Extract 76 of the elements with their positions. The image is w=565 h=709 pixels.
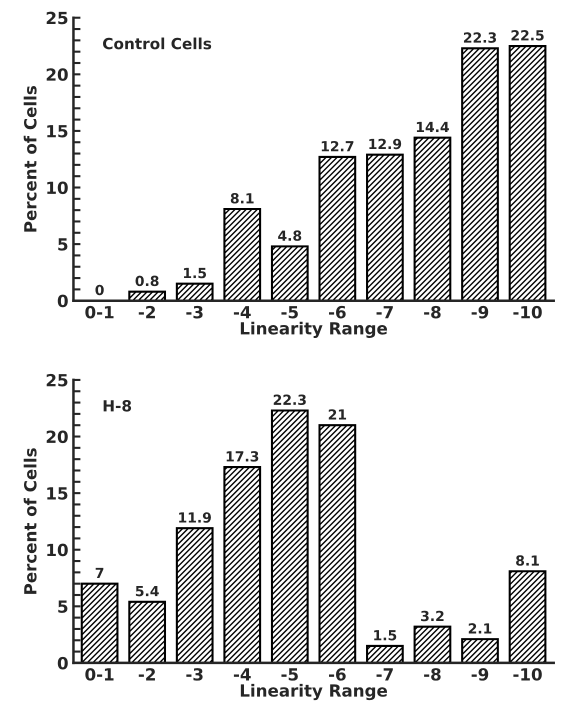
x-tick-label: -8: [424, 668, 441, 681]
x-tick-label: -3: [186, 306, 203, 318]
bar: [461, 47, 499, 301]
data-label: 0: [95, 284, 104, 296]
bar: [128, 600, 166, 663]
bar: [508, 570, 546, 663]
data-label: 5.4: [136, 586, 159, 596]
x-tick-label: -9: [472, 668, 488, 681]
x-tick-label: -10: [513, 668, 542, 681]
x-tick-label: -5: [281, 306, 298, 318]
y-axis-title: Percent of Cells: [24, 448, 37, 594]
y-tick-label: 10: [47, 181, 68, 194]
y-tick-label: 0: [58, 294, 68, 308]
x-tick-label: -7: [376, 306, 393, 318]
bar: [223, 466, 262, 663]
x-tick-label: -7: [376, 668, 393, 680]
x-tick-label: -9: [472, 306, 488, 318]
bar: [318, 156, 356, 301]
x-tick-label: -6: [328, 668, 346, 681]
data-label: 8.1: [230, 193, 254, 204]
y-tick-label: 15: [47, 487, 68, 500]
bar: [270, 409, 309, 663]
data-label: 17.3: [226, 451, 258, 462]
y-tick-label: 20: [46, 68, 68, 81]
data-label: 12.7: [322, 140, 354, 152]
data-label: 22.3: [464, 32, 496, 43]
x-tick-label: -2: [138, 668, 155, 680]
bar: [176, 527, 214, 663]
data-label: 1.5: [374, 630, 396, 640]
data-label: 21: [328, 409, 346, 420]
x-tick-label: -2: [138, 306, 155, 318]
data-label: 8.1: [516, 555, 539, 566]
bar: [414, 626, 452, 663]
data-label: 0.8: [136, 276, 159, 286]
data-label: 12.9: [369, 138, 402, 150]
x-tick-label: -10: [513, 306, 542, 318]
data-label: 14.4: [416, 122, 449, 132]
bar: [270, 245, 309, 301]
bar: [318, 424, 356, 663]
data-label: 1.5: [184, 268, 206, 278]
y-tick-label: 0: [58, 656, 68, 670]
bar: [414, 136, 452, 301]
text: H-8: [104, 400, 132, 412]
bar: [176, 282, 214, 301]
data-label: 3.2: [421, 610, 444, 622]
bar: [508, 44, 546, 301]
y-tick-label: 25: [46, 12, 68, 24]
x-tick-label: -4: [234, 668, 251, 680]
x-tick-label: -8: [424, 306, 441, 318]
bar: [223, 208, 262, 301]
y-tick-label: 10: [47, 544, 68, 556]
y-tick-label: 15: [47, 125, 68, 138]
x-tick-label: 0-1: [85, 668, 114, 681]
data-label: 7: [96, 568, 104, 578]
text: Control Cells: [103, 38, 212, 50]
data-label: 11.9: [179, 512, 211, 523]
x-tick-label: -5: [281, 668, 298, 681]
y-tick-label: 5: [58, 238, 68, 251]
bar: [366, 154, 404, 301]
data-label: 22.5: [512, 30, 544, 41]
data-label: 4.8: [278, 230, 302, 241]
x-tick-label: -4: [234, 306, 251, 318]
data-label: 2.1: [468, 623, 492, 634]
bar: [366, 644, 404, 663]
bar: [461, 638, 499, 663]
x-tick-label: -6: [328, 306, 346, 318]
x-tick-label: -3: [186, 668, 203, 681]
y-tick-label: 20: [46, 430, 68, 444]
y-tick-label: 5: [58, 600, 68, 613]
x-axis-title: Linearity Range: [240, 684, 388, 700]
bar: [80, 582, 118, 663]
data-label: 22.3: [274, 394, 306, 406]
x-tick-label: 0-1: [85, 306, 114, 318]
y-tick-label: 25: [46, 374, 68, 387]
y-axis-title: Percent of Cells: [24, 86, 37, 232]
x-axis-title: Linearity Range: [240, 322, 388, 338]
